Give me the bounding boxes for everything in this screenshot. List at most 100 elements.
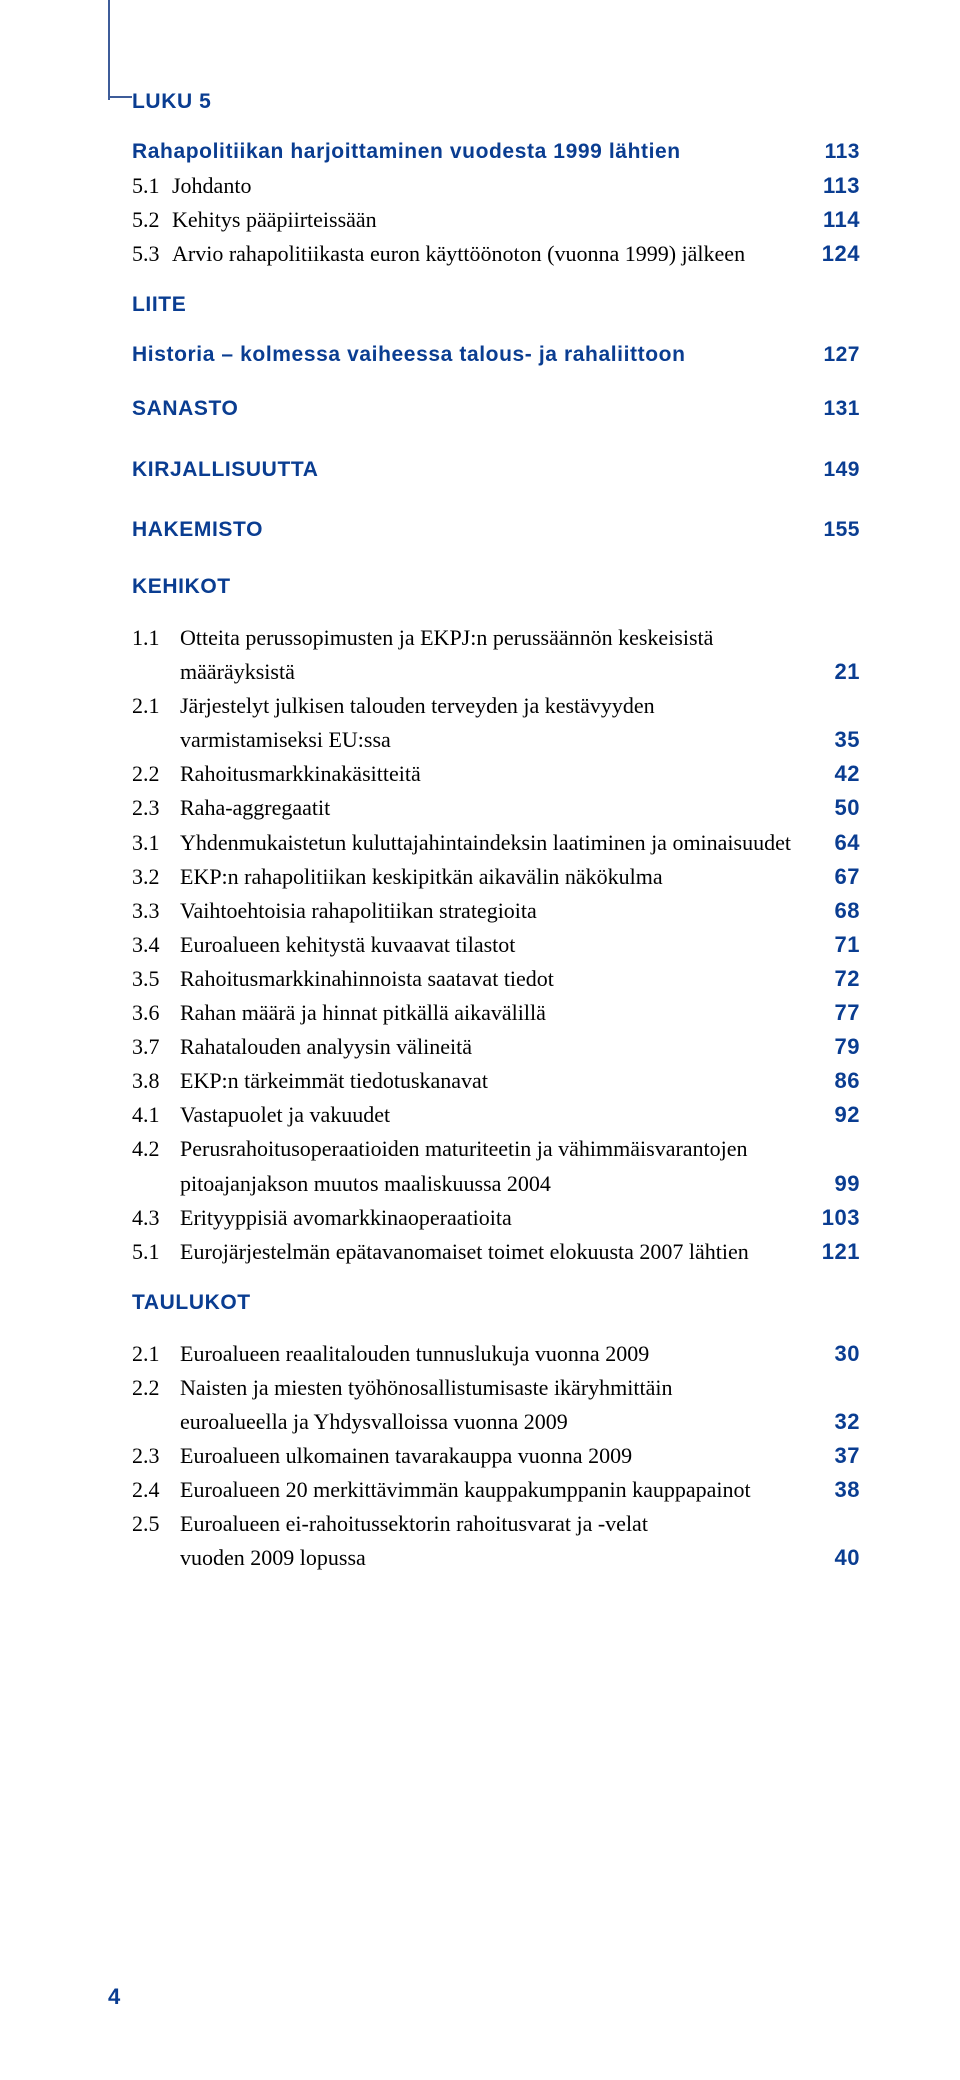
list-idx: 4.1 — [132, 1098, 180, 1132]
list-text: EKP:n rahapolitiikan keskipitkän aikaväl… — [180, 860, 810, 894]
list-item: 3.5Rahoitusmarkkinahinnoista saatavat ti… — [132, 962, 860, 996]
list-line: Vaihtoehtoisia rahapolitiikan strategioi… — [180, 894, 860, 928]
toc-pg: 114 — [810, 203, 860, 237]
list-body: Perusrahoitusoperaatioiden maturiteetin … — [180, 1132, 860, 1200]
list-idx: 3.2 — [132, 860, 180, 894]
toc-pg: 124 — [810, 237, 860, 271]
liite-title: Historia – kolmessa vaiheessa talous- ja… — [132, 339, 810, 372]
list-item: 2.4Euroalueen 20 merkittävimmän kauppaku… — [132, 1473, 860, 1507]
list-text: Raha-aggregaatit — [180, 791, 810, 825]
list-item: 3.2EKP:n rahapolitiikan keskipitkän aika… — [132, 860, 860, 894]
liite-title-row: Historia – kolmessa vaiheessa talous- ja… — [132, 339, 860, 372]
list-line: Euroalueen ei-rahoitussektorin rahoitusv… — [180, 1507, 860, 1541]
kehikot-list: 1.1Otteita perussopimusten ja EKPJ:n per… — [132, 621, 860, 1269]
list-item: 2.2Naisten ja miesten työhönosallistumis… — [132, 1371, 860, 1439]
list-pg: 32 — [810, 1405, 860, 1439]
list-line: Naisten ja miesten työhönosallistumisast… — [180, 1371, 860, 1405]
list-idx: 4.3 — [132, 1201, 180, 1235]
list-item: 2.1Euroalueen reaalitalouden tunnuslukuj… — [132, 1337, 860, 1371]
list-body: Vaihtoehtoisia rahapolitiikan strategioi… — [180, 894, 860, 928]
list-pg: 30 — [810, 1337, 860, 1371]
list-pg: 50 — [810, 791, 860, 825]
list-idx: 3.4 — [132, 928, 180, 962]
list-item: 5.1Eurojärjestelmän epätavanomaiset toim… — [132, 1235, 860, 1269]
list-pg: 103 — [810, 1201, 860, 1235]
sanasto-title: SANASTO — [132, 393, 810, 426]
list-idx: 4.2 — [132, 1132, 180, 1200]
list-line: varmistamiseksi EU:ssa35 — [180, 723, 860, 757]
section-heading-row: SANASTO 131 — [132, 393, 860, 426]
list-line: Järjestelyt julkisen talouden terveyden … — [180, 689, 860, 723]
list-idx: 2.5 — [132, 1507, 180, 1575]
list-pg: 42 — [810, 757, 860, 791]
list-item: 3.8EKP:n tärkeimmät tiedotuskanavat86 — [132, 1064, 860, 1098]
list-line: Euroalueen reaalitalouden tunnuslukuja v… — [180, 1337, 860, 1371]
list-line: Rahatalouden analyysin välineitä79 — [180, 1030, 860, 1064]
sanasto-section: SANASTO 131 — [132, 393, 860, 426]
list-item: 2.3Raha-aggregaatit50 — [132, 791, 860, 825]
list-item: 3.3Vaihtoehtoisia rahapolitiikan strateg… — [132, 894, 860, 928]
list-idx: 2.2 — [132, 757, 180, 791]
list-text: Euroalueen ei-rahoitussektorin rahoitusv… — [180, 1507, 860, 1541]
list-pg: 72 — [810, 962, 860, 996]
list-body: Euroalueen ulkomainen tavarakauppa vuonn… — [180, 1439, 860, 1473]
list-body: Euroalueen kehitystä kuvaavat tilastot71 — [180, 928, 860, 962]
chapter-5-title: Rahapolitiikan harjoittaminen vuodesta 1… — [132, 136, 810, 169]
toc-label: Johdanto — [172, 169, 810, 203]
list-text: Rahatalouden analyysin välineitä — [180, 1030, 810, 1064]
list-text: Eurojärjestelmän epätavanomaiset toimet … — [180, 1235, 810, 1269]
list-body: EKP:n rahapolitiikan keskipitkän aikaväl… — [180, 860, 860, 894]
toc-pg: 113 — [810, 169, 860, 203]
list-body: Euroalueen reaalitalouden tunnuslukuja v… — [180, 1337, 860, 1371]
list-item: 2.1Järjestelyt julkisen talouden terveyd… — [132, 689, 860, 757]
list-item: 2.2Rahoitusmarkkinakäsitteitä42 — [132, 757, 860, 791]
list-line: Euroalueen ulkomainen tavarakauppa vuonn… — [180, 1439, 860, 1473]
list-line: Euroalueen 20 merkittävimmän kauppakumpp… — [180, 1473, 860, 1507]
list-idx: 3.1 — [132, 826, 180, 860]
list-line: Rahoitusmarkkinakäsitteitä42 — [180, 757, 860, 791]
list-pg: 40 — [810, 1541, 860, 1575]
list-idx: 2.3 — [132, 1439, 180, 1473]
list-body: Naisten ja miesten työhönosallistumisast… — [180, 1371, 860, 1439]
list-text: Vaihtoehtoisia rahapolitiikan strategioi… — [180, 894, 810, 928]
kirjallisuutta-title: KIRJALLISUUTTA — [132, 454, 810, 487]
section-heading-row: HAKEMISTO 155 — [132, 514, 860, 547]
list-idx: 2.1 — [132, 689, 180, 757]
taulukot-list: 2.1Euroalueen reaalitalouden tunnuslukuj… — [132, 1337, 860, 1576]
toc-row: 5.2 Kehitys pääpiirteissään 114 — [132, 203, 860, 237]
list-line: euroalueella ja Yhdysvalloissa vuonna 20… — [180, 1405, 860, 1439]
list-item: 1.1Otteita perussopimusten ja EKPJ:n per… — [132, 621, 860, 689]
list-line: vuoden 2009 lopussa40 — [180, 1541, 860, 1575]
list-text: Euroalueen kehitystä kuvaavat tilastot — [180, 928, 810, 962]
list-pg: 99 — [810, 1167, 860, 1201]
list-line: Otteita perussopimusten ja EKPJ:n peruss… — [180, 621, 860, 655]
list-text: Rahoitusmarkkinakäsitteitä — [180, 757, 810, 791]
list-pg: 67 — [810, 860, 860, 894]
list-text: Rahan määrä ja hinnat pitkällä aikavälil… — [180, 996, 810, 1030]
list-pg: 35 — [810, 723, 860, 757]
page-number: 4 — [108, 1984, 120, 2010]
list-item: 4.2Perusrahoitusoperaatioiden maturiteet… — [132, 1132, 860, 1200]
list-pg: 37 — [810, 1439, 860, 1473]
list-line: Yhdenmukaistetun kuluttajahintaindeksin … — [180, 826, 860, 860]
list-body: Rahoitusmarkkinakäsitteitä42 — [180, 757, 860, 791]
list-body: Yhdenmukaistetun kuluttajahintaindeksin … — [180, 826, 860, 860]
list-pg: 92 — [810, 1098, 860, 1132]
list-text: Erityyppisiä avomarkkinaoperaatioita — [180, 1201, 810, 1235]
list-pg: 79 — [810, 1030, 860, 1064]
list-item: 3.4Euroalueen kehitystä kuvaavat tilasto… — [132, 928, 860, 962]
list-idx: 2.2 — [132, 1371, 180, 1439]
list-text: pitoajanjakson muutos maaliskuussa 2004 — [180, 1167, 810, 1201]
list-item: 2.3Euroalueen ulkomainen tavarakauppa vu… — [132, 1439, 860, 1473]
toc-idx: 5.2 — [132, 203, 172, 237]
list-text: EKP:n tärkeimmät tiedotuskanavat — [180, 1064, 810, 1098]
taulukot-heading: TAULUKOT — [132, 1291, 860, 1315]
list-body: Rahatalouden analyysin välineitä79 — [180, 1030, 860, 1064]
list-body: Järjestelyt julkisen talouden terveyden … — [180, 689, 860, 757]
taulukot-section: TAULUKOT 2.1Euroalueen reaalitalouden tu… — [132, 1291, 860, 1576]
list-body: Rahoitusmarkkinahinnoista saatavat tiedo… — [180, 962, 860, 996]
list-body: Rahan määrä ja hinnat pitkällä aikavälil… — [180, 996, 860, 1030]
list-text: Euroalueen ulkomainen tavarakauppa vuonn… — [180, 1439, 810, 1473]
list-idx: 2.3 — [132, 791, 180, 825]
sanasto-pg: 131 — [810, 393, 860, 426]
